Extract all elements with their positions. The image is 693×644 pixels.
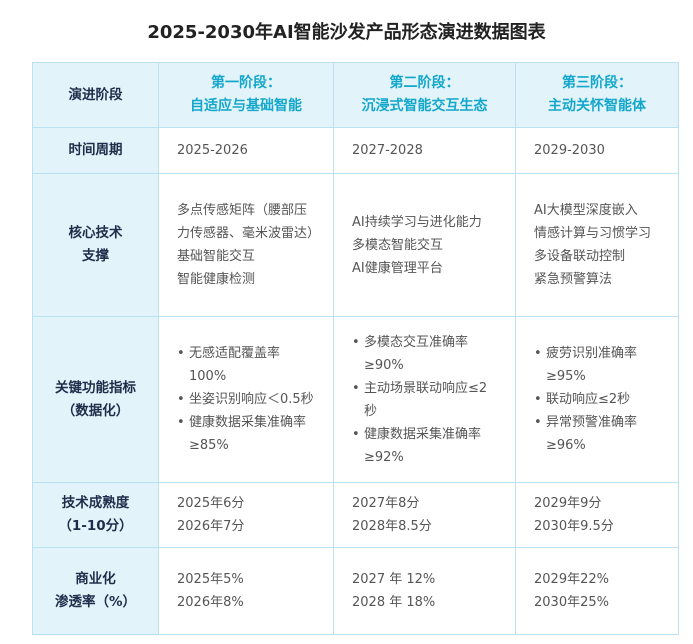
- cell-line: 异常预警准确率≥96%: [534, 411, 660, 457]
- cell-line: 时间周期: [68, 142, 123, 158]
- cell-line: 多设备联动控制: [534, 249, 626, 264]
- cell: 无感适配覆盖率100%坐姿识别响应＜0.5秒健康数据采集准确率≥85%: [158, 316, 334, 483]
- cell-line: 沉浸式智能交互生态: [361, 98, 488, 114]
- header-label: 演进阶段: [32, 62, 159, 128]
- cell: 多模态交互准确率≥90%主动场景联动响应≤2秒健康数据采集准确率≥92%: [333, 316, 516, 483]
- cell-line: 2025-2026: [177, 143, 248, 158]
- cell-line: 核心技术: [68, 225, 123, 241]
- cell-line: AI健康管理平台: [352, 260, 443, 276]
- cell-line: 2027-2028: [352, 143, 423, 158]
- cell-line: 多模态交互准确率≥90%: [352, 331, 497, 377]
- cell-line: 主动场景联动响应≤2秒: [352, 377, 497, 423]
- cell-line: 2027 年 12%: [352, 572, 436, 587]
- cell-line: 演进阶段: [68, 86, 123, 103]
- cell-line: 2026年8%: [177, 595, 244, 610]
- cell-line: 紧急预警算法: [534, 272, 613, 287]
- table-row: 时间周期 2025-2026 2027-2028 2029-2030: [32, 127, 679, 174]
- cell: 2027年8分 2028年8.5分: [333, 482, 516, 548]
- cell-line: 2029年22%: [534, 572, 609, 587]
- cell-line: 关键功能指标: [55, 379, 136, 396]
- cell-line: 多模态智能交互: [352, 237, 444, 253]
- row-label: 商业化渗透率（%）: [32, 547, 159, 635]
- cell-line: 疲劳识别准确率≥95%: [534, 342, 660, 388]
- cell-line: 2029-2030: [534, 143, 605, 158]
- stage-header: 第二阶段： 沉浸式智能交互生态: [333, 62, 516, 128]
- row-label: 核心技术 支撑: [32, 173, 159, 317]
- table-row: 商业化渗透率（%） 2025年5% 2026年8% 2027 年 12% 2028 年 …: [32, 547, 679, 635]
- cell-line: 2028 年 18%: [352, 595, 436, 610]
- cell-line: 情感计算与习惯学习: [534, 226, 652, 241]
- cell: 2029年22% 2030年25%: [515, 547, 679, 635]
- cell-line: 健康数据采集准确率≥92%: [352, 423, 497, 469]
- cell-line: 支撑: [82, 248, 109, 264]
- title: 2025-2030年AI智能沙发产品形态演进数据图表: [147, 22, 546, 43]
- table: 演进阶段 第一阶段： 自适应与基础智能 第二阶段： 沉浸式智能交互生态 第三阶段： 主动关怀…: [32, 62, 679, 635]
- cell-line: 第三阶段：: [562, 75, 632, 91]
- cell-line: 健康数据采集准确率≥85%: [177, 411, 315, 457]
- cell: 2025-2026: [158, 127, 334, 174]
- cell-line: 第二阶段：: [389, 75, 460, 91]
- cell-line: 第一阶段：: [211, 75, 281, 91]
- table-row: 技术成熟度 （1-10分） 2025年6分 2026年7分 2027年8分 2028年8.…: [32, 482, 679, 548]
- cell: 2025年6分 2026年7分: [158, 482, 334, 548]
- cell-line: 联动响应≤2秒: [534, 388, 660, 411]
- table-row: 关键功能指标（数据化）无感适配覆盖率100%坐姿识别响应＜0.5秒健康数据采集准…: [32, 316, 679, 483]
- cell-line: 无感适配覆盖率100%: [177, 342, 315, 388]
- cell-line: 2030年25%: [534, 595, 609, 610]
- cell: AI大模型深度嵌入 情感计算与习惯学习 多设备联动控制 紧急预警算法: [515, 173, 679, 317]
- cell-line: 2026年7分: [177, 519, 245, 534]
- cell: 2029-2030: [515, 127, 679, 174]
- cell: 2027-2028: [333, 127, 516, 174]
- table-row: 核心技术 支撑 多点传感矩阵（腰部压力传感器、毫米波雷达） 基础智能交互 智能健康检测 A…: [32, 173, 679, 317]
- cell-line: 多点传感矩阵（腰部压力传感器、毫米波雷达）: [177, 203, 321, 241]
- cell-line: （数据化）: [61, 402, 130, 419]
- cell-line: 2025年6分: [177, 496, 245, 511]
- stage-header: 第一阶段： 自适应与基础智能: [158, 62, 334, 128]
- row-label: 技术成熟度 （1-10分）: [32, 482, 159, 548]
- row-label: 关键功能指标 （数据化）: [32, 316, 159, 483]
- cell-line: 2028年8.5分: [352, 519, 432, 534]
- cell-line: AI持续学习与进化能力: [352, 214, 482, 230]
- cell-line: 自适应与基础智能: [190, 98, 302, 114]
- cell-line: 2025年5%: [177, 572, 244, 587]
- cell-line: 主动关怀智能体: [548, 98, 646, 114]
- cell-line: AI大模型深度嵌入: [534, 203, 638, 218]
- cell-line: 2030年9.5分: [534, 519, 614, 534]
- cell: 2025年5% 2026年8%: [158, 547, 334, 635]
- row-label: 时间周期: [32, 127, 159, 174]
- cell-line: 技术成熟度: [61, 495, 130, 511]
- cell-line: 2027年8分: [352, 496, 420, 511]
- cell: AI持续学习与进化能力 多模态智能交互 AI健康管理平台: [333, 173, 516, 317]
- cell-line: 渗透率（%）: [54, 594, 137, 610]
- cell: 疲劳识别准确率≥95%联动响应≤2秒异常预警准确率≥96%: [515, 316, 679, 483]
- cell: 多点传感矩阵（腰部压力传感器、毫米波雷达） 基础智能交互 智能健康检测: [158, 173, 334, 317]
- cell-line: （1-10分）: [58, 518, 133, 534]
- cell-line: 智能健康检测: [177, 272, 256, 287]
- cell-line: 2029年9分: [534, 496, 602, 511]
- cell-line: 坐姿识别响应＜0.5秒: [177, 388, 315, 411]
- cell: 2029年9分 2030年9.5分: [515, 482, 679, 548]
- cell-line: 商业化: [75, 571, 116, 587]
- cell: 2027 年 12% 2028 年 18%: [333, 547, 516, 635]
- header-row: 演进阶段 第一阶段： 自适应与基础智能 第二阶段： 沉浸式智能交互生态 第三阶段： 主动关怀…: [32, 62, 679, 128]
- stage-header: 第三阶段： 主动关怀智能体: [515, 62, 679, 128]
- cell-line: 基础智能交互: [177, 249, 256, 264]
